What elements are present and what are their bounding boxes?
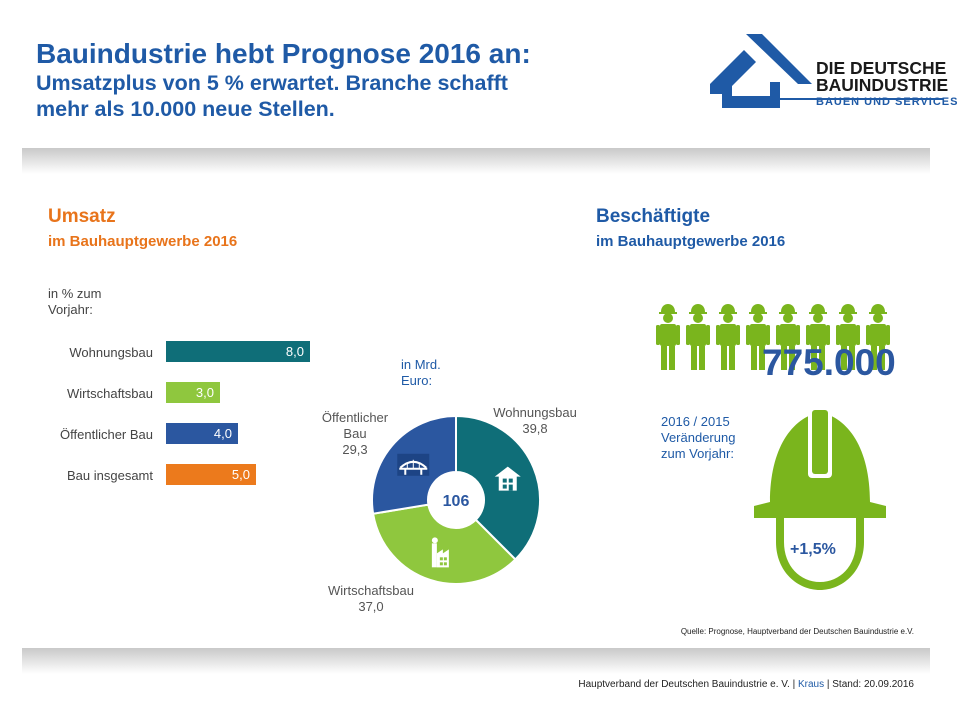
worker-figure-icon [866,304,890,370]
pie-label-wohnungsbau-name: Wohnungsbau [493,405,577,420]
employee-count: 775.000 [762,342,896,383]
logo-line-3: BAUEN UND SERVICES [816,96,959,108]
logo-line-2: BAUINDUSTRIE [816,75,949,95]
factory-icon [431,537,449,568]
umsatz-subtitle: im Bauhauptgewerbe 2016 [48,233,238,250]
workers-figures [656,304,890,370]
worker-figure-icon [746,304,770,370]
bar-value-3: 5,0 [231,467,250,482]
worker-figure-icon [806,304,830,370]
change-label: 2016 / 2015 Veränderung zum Vorjahr: [661,414,735,462]
pie-unit-line-1: in Mrd. [401,357,441,372]
pie-label-oeffentlich: Öffentlicher Bau 29,3 [306,410,404,458]
footer-author: Kraus [797,679,825,690]
worker-figure-icon [656,304,680,370]
pie-unit-line-2: Euro: [401,373,433,388]
worker-figure-icon [776,304,800,370]
logo-line-1: DIE DEUTSCHE [816,58,947,78]
bar-1 [166,382,220,403]
bar-value-2: 4,0 [213,426,232,441]
beschaeftigte-subtitle: im Bauhauptgewerbe 2016 [596,233,786,250]
pie-label-wohnungsbau: Wohnungsbau 39,8 [480,405,590,437]
umsatz-unit-line-1: in % zum [48,286,102,301]
title-line-2: Umsatzplus von 5 % erwartet. Branche sch… [36,71,508,95]
title-line-3: mehr als 10.000 neue Stellen. [36,97,335,121]
bridge-icon [397,453,430,476]
helmet-icon [754,406,886,590]
logo-divider [776,98,944,100]
pie-label-wirtschaftsbau-name: Wirtschaftsbau [328,583,414,598]
beschaeftigte-title: Beschäftigte [596,206,711,227]
footer-org: Hauptverband der Deutschen Bauindustrie … [578,679,796,690]
umsatz-donut-chart: 106 [371,414,541,585]
umsatz-unit-line-2: Vorjahr: [48,302,93,317]
pie-label-wohnungsbau-value: 39,8 [522,421,548,436]
top-band [22,148,930,174]
footer: Hauptverband der Deutschen Bauindustrie … [578,679,914,690]
source-note: Quelle: Prognose, Hauptverband der Deuts… [680,627,914,636]
pie-label-wirtschaftsbau: Wirtschaftsbau 37,0 [316,583,426,615]
change-label-line-3: zum Vorjahr: [661,446,734,461]
footer-date: | Stand: 20.09.2016 [826,679,914,690]
change-label-line-1: 2016 / 2015 [661,414,730,429]
bar-2 [166,423,238,444]
bar-value-1: 3,0 [195,385,214,400]
pie-center-total: 106 [443,493,470,510]
change-label-line-2: Veränderung [661,430,736,445]
logo: DIE DEUTSCHE BAUINDUSTRIE BAUEN UND SERV… [816,58,959,110]
worker-figure-icon [836,304,860,370]
worker-figure-icon [686,304,710,370]
bar-category-0: Wohnungsbau [69,345,153,360]
logo-house-icon [710,34,812,108]
bar-value-0: 8,0 [285,344,304,359]
bar-3 [166,464,256,485]
bar-category-1: Wirtschaftsbau [67,386,153,401]
worker-figure-icon [716,304,740,370]
bar-category-3: Bau insgesamt [67,468,153,483]
umsatz-unit-note: in % zum Vorjahr: [48,286,101,318]
umsatz-title: Umsatz [48,206,116,227]
title-line-1: Bauindustrie hebt Prognose 2016 an: [36,38,531,69]
bottom-band [22,648,930,674]
pie-label-oeffentlich-name: Öffentlicher Bau [321,410,389,441]
bar-0 [166,341,310,362]
page-title: Bauindustrie hebt Prognose 2016 an: Umsa… [36,38,676,122]
pie-label-oeffentlich-value: 29,3 [342,442,368,457]
house-icon [494,466,521,491]
pie-unit-note: in Mrd. Euro: [401,357,441,389]
bar-category-2: Öffentlicher Bau [60,427,153,442]
pie-label-wirtschaftsbau-value: 37,0 [358,599,384,614]
change-value: +1,5% [790,541,836,558]
umsatz-bar-chart: Wohnungsbau Wirtschaftsbau Öffentlicher … [0,0,330,500]
pie-center [428,472,484,528]
